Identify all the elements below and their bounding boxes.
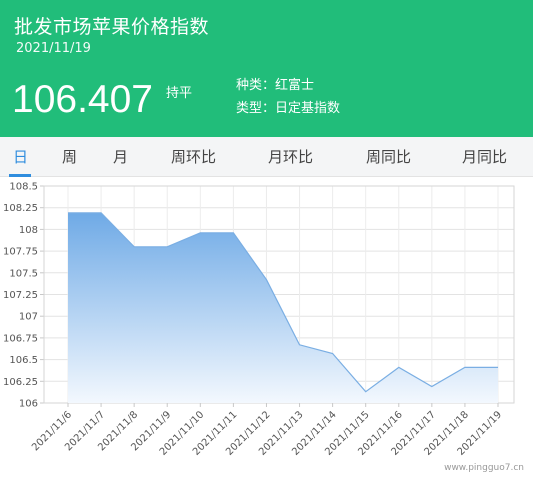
change-status: 持平 bbox=[166, 86, 193, 101]
y-tick-label: 107.75 bbox=[3, 247, 38, 258]
y-tick-label: 107.25 bbox=[3, 290, 38, 301]
tab-week-year-on-year[interactable]: 周同比 bbox=[366, 148, 412, 166]
header: 批发市场苹果价格指数 2021/11/19 106.407 持平 种类：红富士 … bbox=[0, 0, 533, 137]
y-tick-label: 106.75 bbox=[3, 333, 38, 344]
watermark: www.pingguo7.cn bbox=[444, 463, 524, 473]
y-tick-label: 106.5 bbox=[9, 355, 38, 366]
tab-month[interactable]: 月 bbox=[113, 148, 129, 166]
tab-month-year-on-year[interactable]: 月同比 bbox=[462, 148, 508, 166]
page-title: 批发市场苹果价格指数 bbox=[14, 16, 210, 38]
date-label: 2021/11/19 bbox=[16, 41, 91, 56]
period-tabs: 日 周 月 周环比 月环比 周同比 月同比 bbox=[0, 137, 533, 177]
y-tick-label: 108 bbox=[19, 225, 38, 236]
y-tick-label: 107.5 bbox=[9, 268, 38, 279]
tab-month-on-month[interactable]: 月环比 bbox=[268, 148, 314, 166]
tab-day[interactable]: 日 bbox=[13, 148, 29, 166]
y-tick-label: 107 bbox=[19, 312, 38, 323]
variety-label: 种类：红富士 bbox=[236, 78, 315, 93]
type-label: 类型：日定基指数 bbox=[236, 101, 341, 116]
index-value: 106.407 bbox=[12, 78, 153, 121]
series-line bbox=[68, 212, 498, 393]
y-tick-label: 108.25 bbox=[3, 203, 38, 214]
tab-week-on-week[interactable]: 周环比 bbox=[171, 148, 217, 166]
tab-week[interactable]: 周 bbox=[62, 148, 78, 166]
y-tick-label: 108.5 bbox=[9, 182, 38, 193]
y-tick-label: 106 bbox=[19, 399, 38, 410]
series-area bbox=[68, 212, 498, 403]
y-tick-label: 106.25 bbox=[3, 377, 38, 388]
price-index-chart: 108.5 108.25 108 107.75 107.5 107.25 107 106.75… bbox=[3, 182, 524, 474]
active-tab-indicator bbox=[9, 174, 31, 177]
